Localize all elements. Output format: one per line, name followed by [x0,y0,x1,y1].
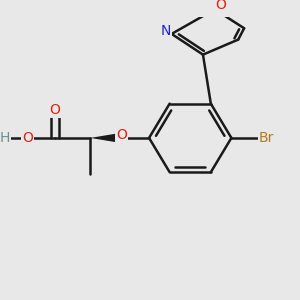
Polygon shape [90,133,122,143]
Text: O: O [215,0,226,12]
Text: Br: Br [259,131,274,145]
Text: O: O [22,131,33,145]
Text: O: O [50,103,60,117]
Text: H: H [0,131,10,145]
Text: N: N [160,24,171,38]
Text: O: O [116,128,127,142]
